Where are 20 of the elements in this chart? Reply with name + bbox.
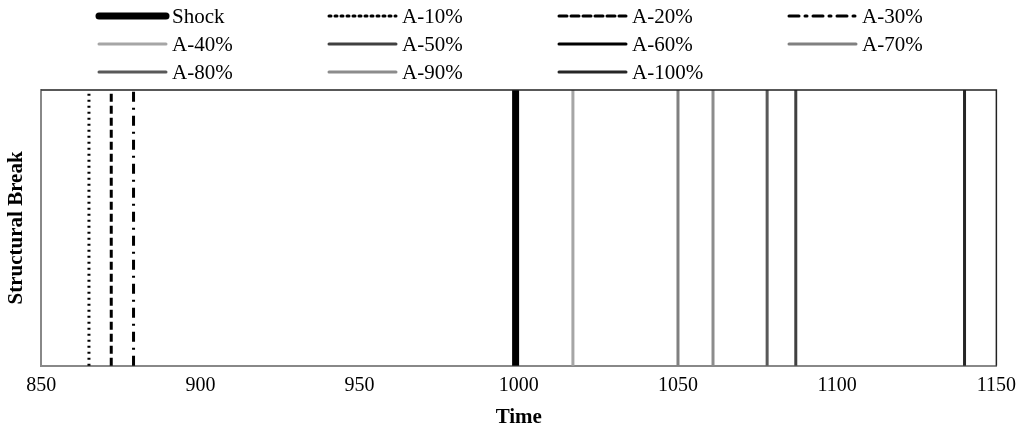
legend-label: A-50% <box>402 31 463 58</box>
legend-label: A-100% <box>632 59 704 86</box>
legend-label: A-90% <box>402 59 463 86</box>
legend-label: A-20% <box>632 3 693 30</box>
legend-label: A-60% <box>632 31 693 58</box>
x-tick-label: 1050 <box>657 373 698 396</box>
legend-label: A-40% <box>172 31 233 58</box>
legend-label: A-80% <box>172 59 233 86</box>
x-tick-label: 850 <box>26 373 57 396</box>
legend-label: A-10% <box>402 3 463 30</box>
legend-label: Shock <box>172 3 225 30</box>
x-tick-label: 950 <box>344 373 375 396</box>
x-tick-label: 1150 <box>976 373 1016 396</box>
x-tick-label: 900 <box>185 373 216 396</box>
y-axis-title: Structural Break <box>3 151 28 305</box>
legend-label: A-30% <box>862 3 923 30</box>
x-tick-label: 1000 <box>498 373 539 396</box>
legend-label: A-70% <box>862 31 923 58</box>
x-tick-label: 1100 <box>817 373 857 396</box>
x-axis-title: Time <box>495 403 542 428</box>
